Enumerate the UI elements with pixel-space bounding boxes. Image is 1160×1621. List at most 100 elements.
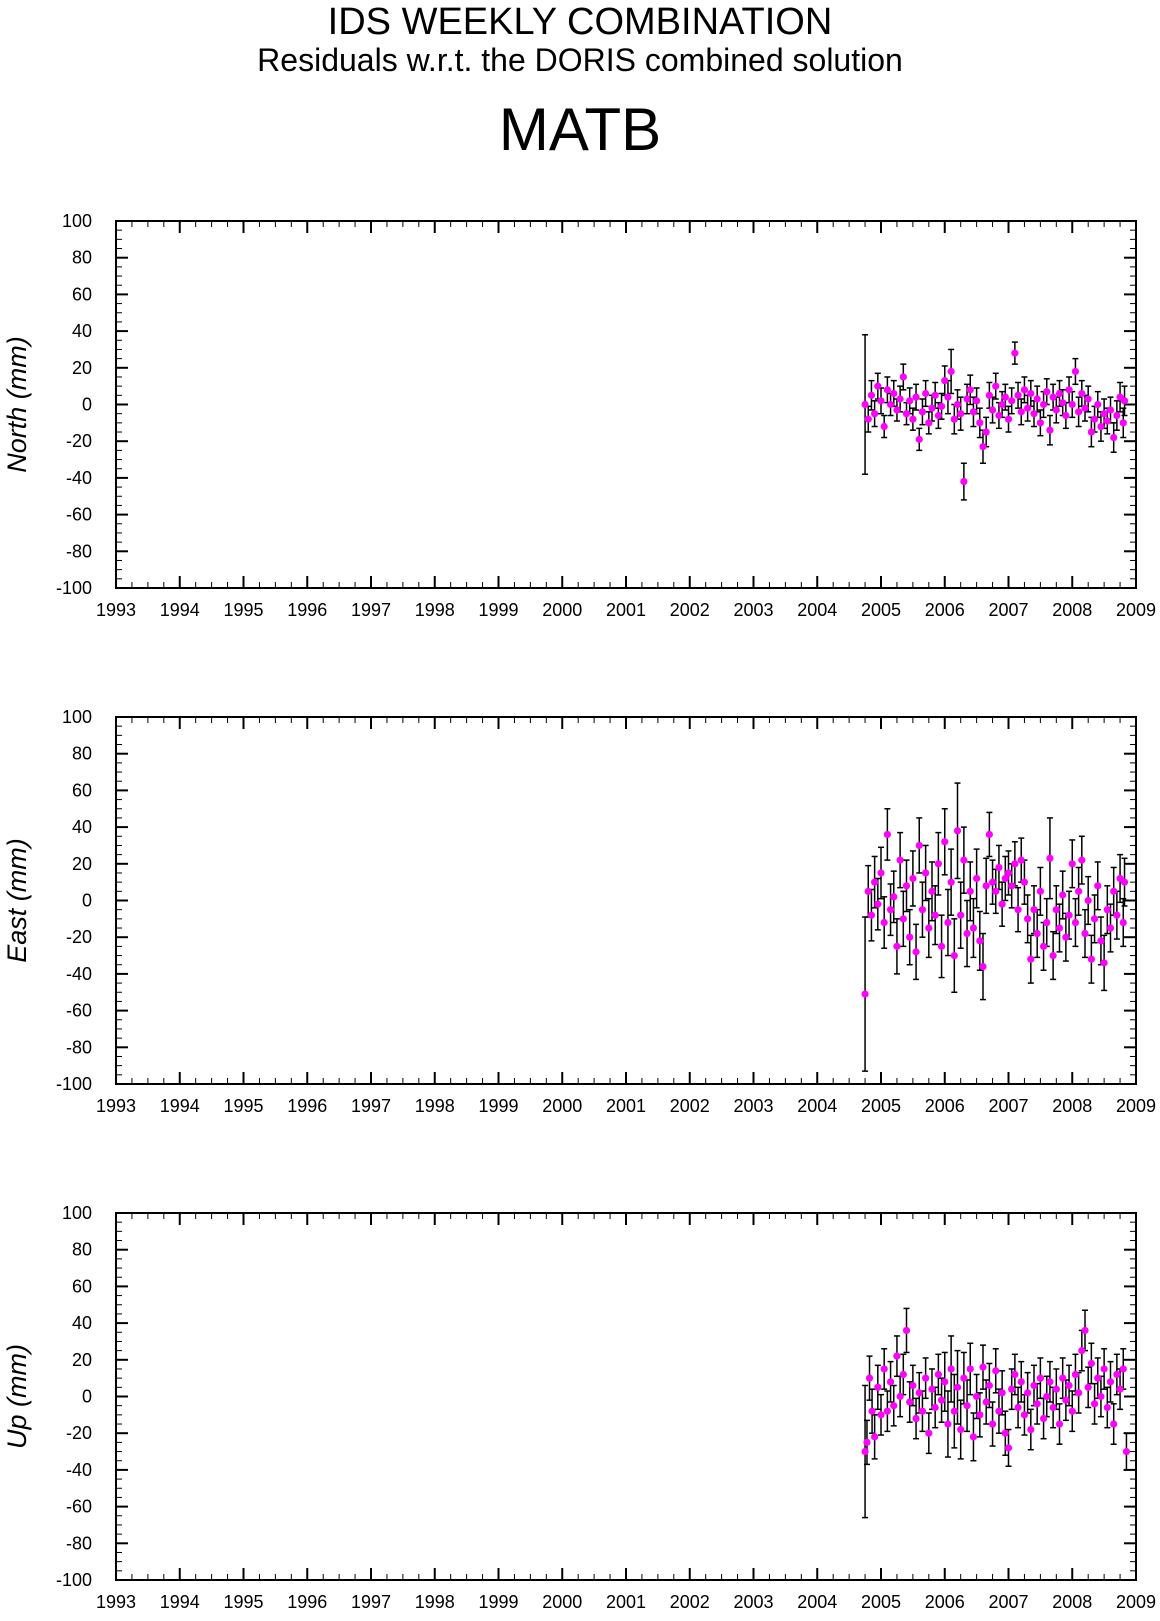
data-point bbox=[1033, 395, 1041, 403]
panel-up: 1993 1994 1995 1996 1997 1998 1999 2000 2001 2002… bbox=[2, 1203, 1156, 1612]
data-point bbox=[1090, 415, 1099, 423]
data-point bbox=[1116, 1385, 1124, 1393]
data-point bbox=[1039, 1414, 1048, 1423]
data-point bbox=[912, 948, 920, 956]
data-point bbox=[1094, 1374, 1102, 1382]
x-tick-label: 2006 bbox=[925, 600, 965, 620]
x-tick-label: 2008 bbox=[1052, 600, 1092, 620]
data-point bbox=[1001, 393, 1009, 401]
data-point bbox=[941, 838, 949, 846]
data-point bbox=[1001, 1429, 1009, 1437]
data-point bbox=[963, 929, 971, 938]
data-point bbox=[1120, 397, 1129, 405]
data-point bbox=[883, 386, 891, 394]
data-point bbox=[973, 397, 981, 405]
data-point bbox=[918, 1407, 927, 1415]
data-point bbox=[1103, 906, 1111, 914]
data-point bbox=[982, 882, 990, 890]
data-point bbox=[1062, 411, 1070, 420]
data-point bbox=[877, 1411, 885, 1419]
data-point bbox=[867, 911, 876, 919]
data-point bbox=[906, 933, 914, 941]
data-point bbox=[883, 830, 891, 839]
y-tick-label: -20 bbox=[66, 1423, 92, 1443]
data-point bbox=[982, 1398, 990, 1406]
x-tick-label: 2009 bbox=[1116, 600, 1156, 620]
data-point bbox=[963, 395, 971, 403]
data-point bbox=[871, 410, 879, 418]
x-tick-label: 1998 bbox=[415, 600, 455, 620]
data-point bbox=[979, 1363, 987, 1371]
x-tick-label: 2007 bbox=[988, 1096, 1028, 1116]
data-point bbox=[1043, 1392, 1051, 1401]
data-point bbox=[874, 382, 882, 390]
data-point bbox=[1110, 433, 1118, 442]
data-point bbox=[915, 841, 923, 850]
data-point bbox=[1055, 924, 1064, 932]
data-point bbox=[915, 1389, 923, 1397]
x-tick-label: 1995 bbox=[223, 1096, 263, 1116]
data-point bbox=[1055, 389, 1064, 398]
x-tick-label: 2003 bbox=[733, 600, 773, 620]
data-point bbox=[918, 906, 927, 914]
chart-subtitle: Residuals w.r.t. the DORIS combined solu… bbox=[257, 42, 903, 78]
x-tick-label: 1996 bbox=[287, 600, 327, 620]
data-point bbox=[973, 874, 981, 883]
data-point bbox=[1100, 1365, 1108, 1373]
data-point bbox=[960, 477, 968, 486]
y-tick-label: 80 bbox=[72, 744, 92, 764]
data-point bbox=[1011, 1370, 1019, 1379]
x-tick-label: 2000 bbox=[542, 1096, 582, 1116]
y-tick-label: -60 bbox=[66, 1001, 92, 1021]
data-point bbox=[1014, 1403, 1022, 1412]
y-tick-label: 0 bbox=[82, 891, 92, 911]
data-point bbox=[988, 406, 997, 414]
data-point bbox=[1059, 1374, 1067, 1382]
x-tick-label: 2006 bbox=[925, 1592, 965, 1612]
data-point bbox=[992, 1367, 1000, 1375]
data-point bbox=[871, 878, 879, 886]
data-point bbox=[947, 1365, 955, 1373]
data-point bbox=[992, 382, 1000, 390]
data-point bbox=[1011, 349, 1019, 357]
y-tick-label: -100 bbox=[56, 578, 92, 598]
data-point bbox=[1120, 878, 1129, 886]
y-tick-label: -40 bbox=[66, 1460, 92, 1480]
data-point bbox=[1090, 1400, 1099, 1408]
x-tick-label: 2004 bbox=[797, 1096, 837, 1116]
data-point bbox=[896, 856, 904, 864]
data-point bbox=[874, 1383, 882, 1391]
x-tick-label: 1994 bbox=[160, 1592, 200, 1612]
data-point bbox=[909, 415, 917, 423]
data-point bbox=[988, 1420, 997, 1428]
data-point bbox=[928, 1385, 936, 1393]
data-point bbox=[937, 942, 946, 950]
data-point bbox=[1078, 389, 1086, 398]
data-point bbox=[966, 386, 974, 394]
data-point bbox=[1122, 1447, 1131, 1456]
y-tick-label: 40 bbox=[72, 321, 92, 341]
data-point bbox=[877, 397, 885, 405]
data-point bbox=[893, 1352, 901, 1360]
data-point bbox=[1030, 906, 1038, 914]
data-point bbox=[863, 1438, 871, 1446]
y-tick-label: -60 bbox=[66, 1497, 92, 1517]
data-point bbox=[865, 1374, 874, 1382]
data-point bbox=[953, 827, 962, 835]
data-point bbox=[969, 924, 978, 932]
x-tick-label: 1993 bbox=[96, 1096, 136, 1116]
data-point bbox=[1103, 1403, 1111, 1412]
x-tick-label: 2009 bbox=[1116, 1096, 1156, 1116]
data-point bbox=[1014, 906, 1022, 914]
data-point bbox=[1103, 417, 1111, 425]
data-point bbox=[1033, 929, 1041, 938]
data-point bbox=[931, 1403, 939, 1412]
y-tick-label: 100 bbox=[62, 1203, 92, 1223]
data-point bbox=[928, 887, 936, 895]
data-point bbox=[928, 404, 936, 412]
data-point bbox=[1119, 918, 1127, 927]
data-point bbox=[868, 1407, 876, 1415]
x-tick-label: 2002 bbox=[670, 1096, 710, 1116]
data-point bbox=[1043, 388, 1051, 396]
data-point bbox=[957, 911, 965, 919]
